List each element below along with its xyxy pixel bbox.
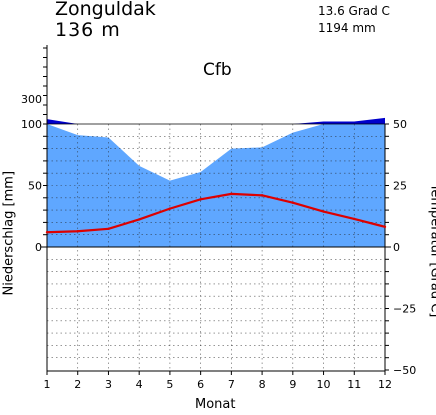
- mean-temperature: 13.6 Grad C: [318, 4, 390, 18]
- temperature-point: [107, 227, 110, 230]
- right-tick-label: −50: [393, 364, 416, 377]
- left-axis-label: Niederschlag [mm]: [1, 170, 17, 296]
- x-axis-label: Monat: [195, 397, 236, 412]
- temperature-point: [45, 231, 49, 234]
- month-tick-label: 11: [347, 378, 361, 391]
- right-tick-label: 50: [393, 118, 407, 131]
- temperature-point: [137, 218, 141, 221]
- temperature-point: [291, 201, 295, 204]
- month-tick-label: 10: [317, 378, 331, 391]
- station-name: Zonguldak: [55, 0, 156, 20]
- right-axis-label: Temperatur [Grad C]: [427, 183, 436, 318]
- month-tick-label: 4: [136, 378, 143, 391]
- annual-precipitation: 1194 mm: [318, 21, 376, 35]
- temperature-point: [322, 210, 325, 213]
- month-tick-label: 1: [44, 378, 51, 391]
- month-tick-label: 3: [105, 378, 112, 391]
- month-tick-label: 7: [228, 378, 235, 391]
- right-tick-label: −25: [393, 303, 416, 316]
- temperature-point: [76, 230, 79, 233]
- right-tick-label: 0: [393, 241, 400, 254]
- month-tick-label: 8: [259, 378, 266, 391]
- left-tick-label: 50: [28, 180, 42, 193]
- temperature-point: [383, 225, 387, 229]
- left-tick-label: 0: [35, 241, 42, 254]
- climate-classification: Cfb: [203, 60, 232, 80]
- precipitation-excess-area: [47, 117, 385, 124]
- precipitation-area: [47, 124, 385, 247]
- temperature-point: [260, 194, 264, 197]
- precipitation-area-layer: [47, 117, 385, 247]
- month-tick-label: 2: [74, 378, 81, 391]
- axes-layer: [41, 45, 391, 375]
- station-elevation: 136 m: [55, 19, 121, 41]
- left-tick-label: 300: [21, 93, 42, 106]
- month-tick-label: 12: [378, 378, 392, 391]
- temperature-point: [168, 207, 172, 210]
- temperature-line-layer: [45, 192, 387, 234]
- month-tick-label: 5: [166, 378, 173, 391]
- left-tick-label: 100: [21, 118, 42, 131]
- month-tick-label: 9: [289, 378, 296, 391]
- temperature-line: [46, 192, 386, 234]
- month-tick-label: 6: [197, 378, 204, 391]
- temperature-point: [199, 198, 202, 201]
- right-tick-label: 25: [393, 180, 407, 193]
- temperature-point: [230, 192, 233, 196]
- temperature-point: [353, 217, 356, 221]
